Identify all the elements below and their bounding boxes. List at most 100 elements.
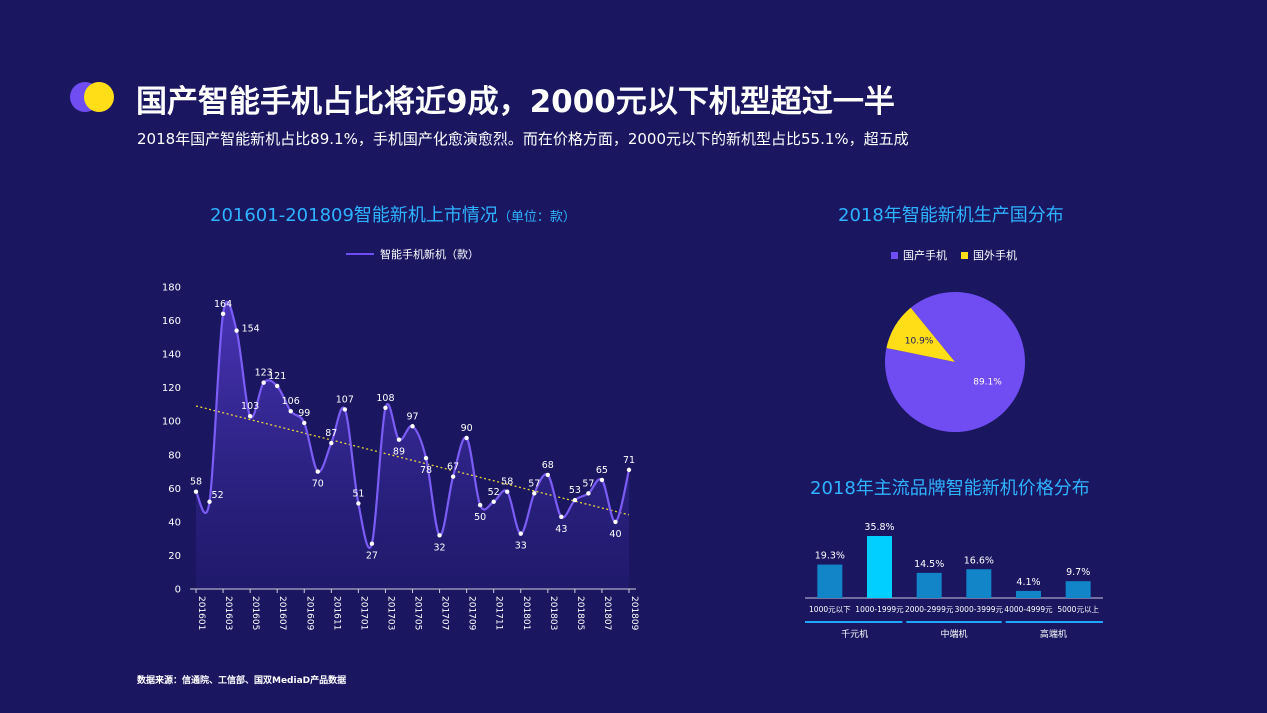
data-label: 107 [336,394,354,405]
data-label: 106 [282,396,300,407]
data-point [477,502,483,508]
data-point [383,405,388,410]
data-point [342,407,348,412]
bar-value-label: 35.8% [864,522,894,533]
bar-value-label: 16.6% [964,555,994,566]
y-tick-label: 80 [168,450,181,461]
pie-slice [886,307,955,362]
bar-category-label: 1000-1999元 [855,605,904,614]
bar-category-label: 2000-2999元 [905,605,954,614]
line-chart-title: 201601-201809智能新机上市情况（单位：款） [210,201,576,227]
data-point [369,541,375,546]
line-legend-label: 智能手机新机（款） [380,248,479,261]
data-label: 90 [461,423,473,434]
data-point [220,311,226,317]
data-point [207,499,212,504]
bar-chart-title: 2018年主流品牌智能新机价格分布 [810,478,1090,499]
bar-value-label: 9.7% [1066,567,1090,578]
x-tick-label: 201709 [467,596,477,631]
data-source-note: 数据来源：信通院、工信部、国双MediaD产品数据 [137,676,347,686]
line-area-fill [196,301,629,589]
bar [817,564,843,598]
data-point [532,491,537,496]
x-tick-label: 201603 [223,596,233,630]
x-tick-label: 201601 [196,596,206,630]
data-label: 51 [352,488,364,499]
bar-value-label: 19.3% [815,551,845,562]
logo-yellow-circle [84,82,114,112]
data-point [437,533,442,538]
data-label: 52 [212,490,224,501]
data-point [572,497,578,503]
line-chart-title-unit: （单位：款） [497,210,576,225]
x-tick-label: 201705 [413,596,423,630]
data-label: 87 [325,428,337,439]
y-tick-label: 0 [175,585,181,596]
data-point [288,408,293,414]
x-tick-label: 201609 [304,596,314,631]
bar-category-label: 4000-4999元 [1004,605,1053,614]
y-tick-label: 180 [162,283,181,294]
legend-foreign-label: 国外手机 [973,249,1017,262]
y-tick-label: 140 [162,350,181,361]
group-label: 高端机 [1040,628,1067,640]
bar-category-label: 5000元以上 [1057,605,1099,614]
data-label: 99 [298,408,310,419]
group-label: 千元机 [841,628,868,640]
data-label: 33 [515,541,527,552]
data-label: 89 [393,447,405,458]
legend-line-swatch [346,253,374,255]
data-label: 43 [555,524,567,535]
x-tick-label: 201807 [602,596,612,630]
x-tick-label: 201611 [331,596,341,630]
data-label: 103 [241,401,259,412]
data-point [234,328,239,333]
series-line [195,300,631,549]
x-tick-label: 201605 [250,596,260,630]
bar [867,536,892,598]
data-label: 65 [596,465,608,476]
x-tick-label: 201805 [575,596,585,630]
data-label: 71 [623,455,635,466]
data-label: 32 [434,542,446,553]
data-point [613,519,618,525]
data-label: 121 [268,371,286,382]
bar-category-label: 3000-3999元 [955,605,1004,614]
data-point [518,531,523,536]
data-label: 53 [569,485,581,496]
data-point [315,469,320,474]
data-point [274,383,280,389]
data-label: 58 [190,477,202,488]
data-point [329,440,334,446]
data-point [505,489,510,494]
data-point [450,474,456,479]
y-tick-label: 100 [162,417,181,428]
bar-value-label: 14.5% [914,559,944,570]
legend-domestic-swatch [891,251,898,259]
data-point [491,499,496,504]
data-label: 154 [242,324,260,335]
data-label: 40 [609,529,621,540]
data-label: 57 [528,478,540,489]
bar [1016,590,1041,598]
data-point [586,491,591,496]
data-point [261,380,266,385]
x-tick-label: 201607 [277,596,287,630]
page-subtitle: 2018年国产智能新机占比89.1%，手机国产化愈演愈烈。而在价格方面，2000… [137,130,909,148]
data-point [410,424,415,429]
data-label: 164 [214,299,232,310]
data-point [356,501,361,506]
data-label: 58 [501,477,513,488]
y-tick-label: 40 [168,517,181,528]
x-tick-label: 201711 [494,596,504,630]
data-point [396,437,402,442]
data-label: 52 [488,487,500,498]
data-point [545,472,551,478]
pie-slice-label: 89.1% [973,378,1002,388]
header-logo [70,80,118,114]
x-tick-label: 201707 [440,596,450,630]
data-label: 68 [542,460,554,471]
y-tick-label: 120 [162,383,181,394]
